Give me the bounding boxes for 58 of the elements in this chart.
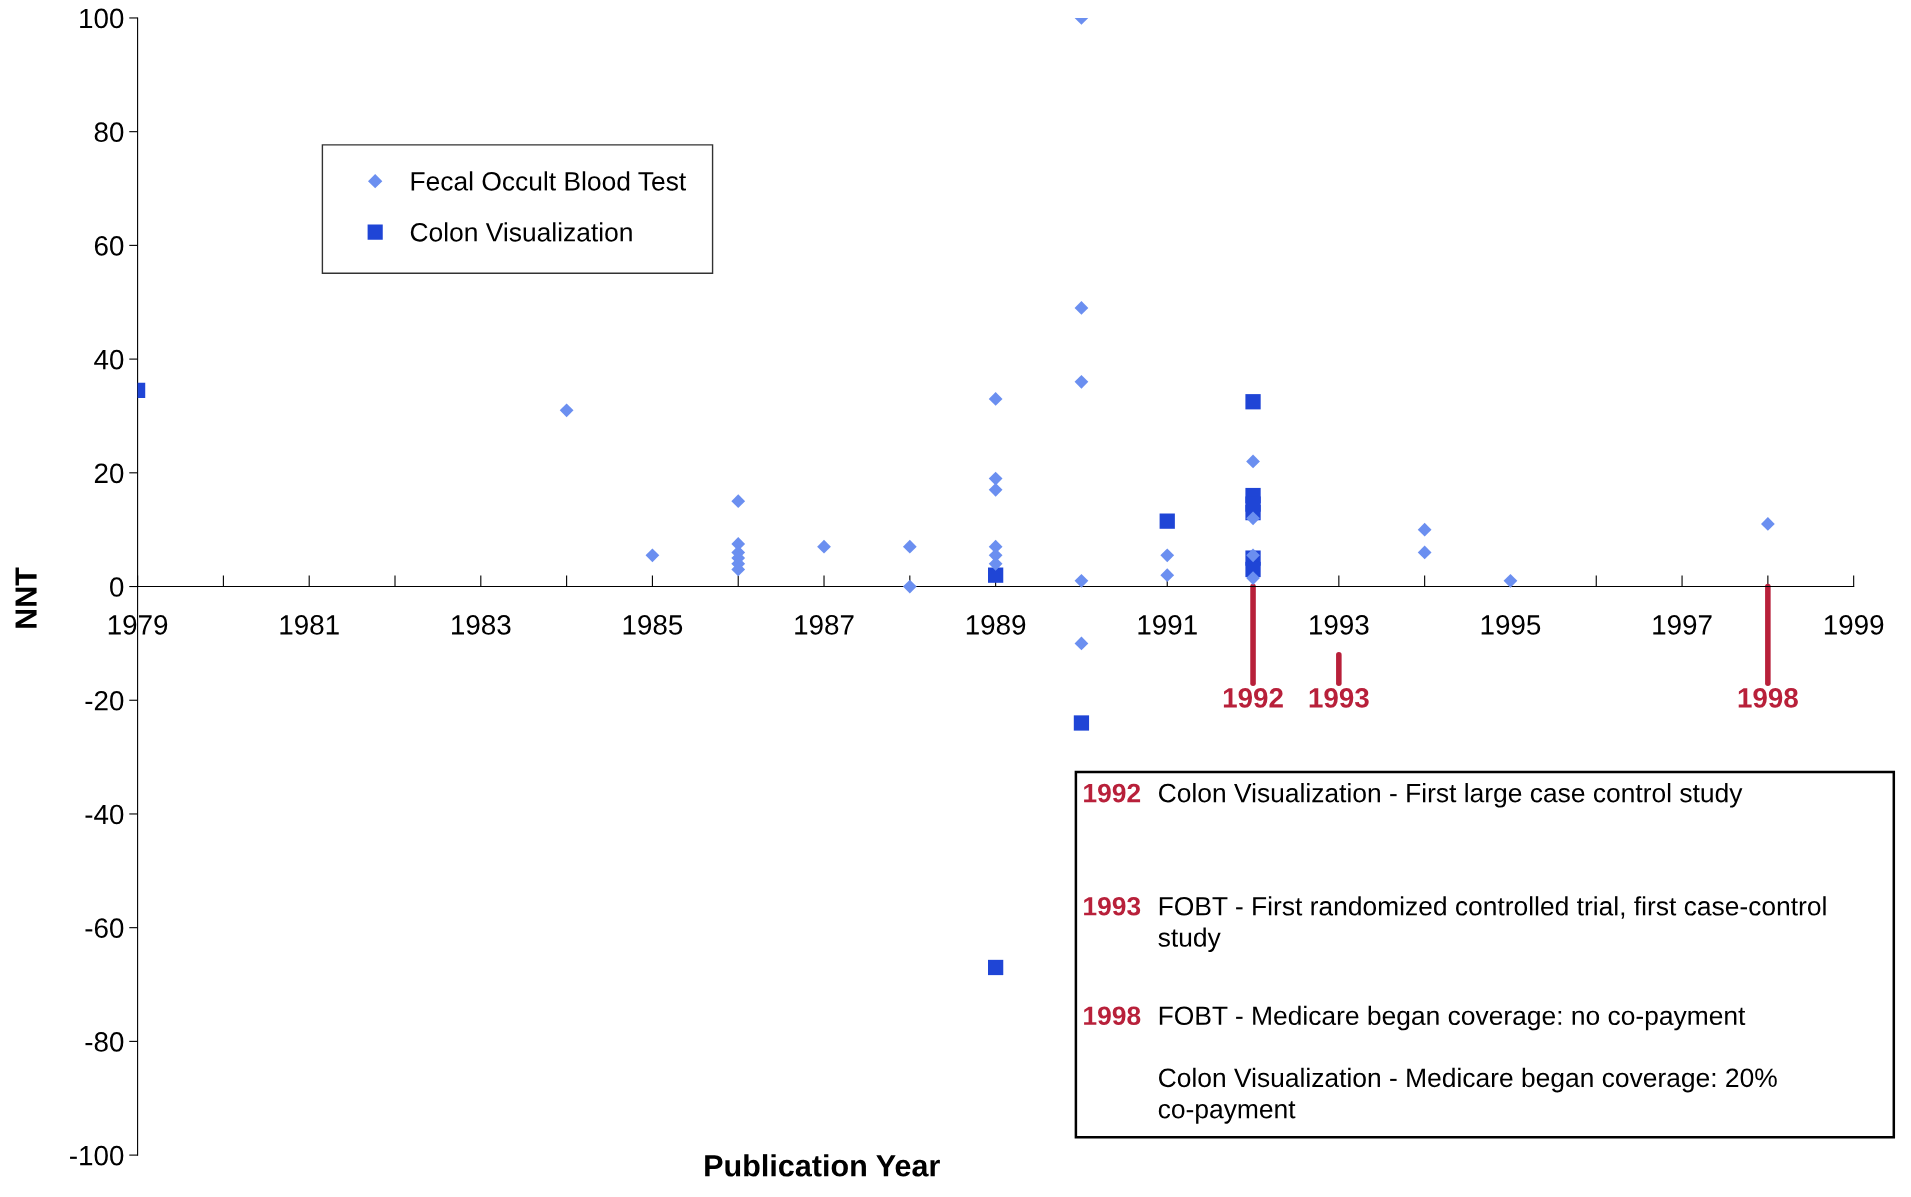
x-tick-label: 1983 xyxy=(452,615,511,635)
legend-label: Fecal Occult Blood Test xyxy=(411,171,687,191)
point xyxy=(1417,522,1432,537)
y-tick-label: -40 xyxy=(85,804,124,825)
point xyxy=(1160,568,1175,583)
ref-line-label: 1998 xyxy=(1738,688,1798,708)
legend-label: Colon Visualization xyxy=(410,222,632,242)
y-tick-label: 100 xyxy=(80,8,124,29)
point xyxy=(1159,513,1175,529)
point xyxy=(987,959,1004,976)
y-tick-label: -20 xyxy=(85,690,124,711)
annotation: 1998 FOBT - Medicare began coverage: no co-payment xyxy=(1084,1005,1746,1031)
y-tick-label: -100 xyxy=(70,1145,124,1166)
y-tick-label: 40 xyxy=(94,349,124,370)
point xyxy=(1074,301,1089,315)
y-tick-label: -80 xyxy=(85,1032,124,1052)
annotation: Colon Visualization - Medicare began coverage: 20% co-payment xyxy=(1158,1067,1777,1124)
point xyxy=(645,548,660,563)
x-tick-label: 1981 xyxy=(280,615,339,635)
annotation: 1993 FOBT - First randomized controlled trial, first case-control study xyxy=(1084,896,1826,953)
y-tick-label: -60 xyxy=(85,918,124,939)
point xyxy=(902,579,917,594)
point xyxy=(1246,511,1260,526)
y-tick-label: 60 xyxy=(94,236,124,256)
annotation: 1992 Colon Visualization - First large case control study xyxy=(1084,783,1743,808)
point xyxy=(1073,715,1090,731)
y-axis-title: NNT xyxy=(15,567,37,628)
x-tick-label: 1985 xyxy=(623,615,683,635)
x-tick-label: 1991 xyxy=(1138,615,1197,635)
x-tick-label: 1993 xyxy=(1310,615,1369,635)
point xyxy=(731,494,746,509)
point xyxy=(1074,374,1089,389)
x-tick-label: 1999 xyxy=(1824,615,1884,635)
point xyxy=(559,403,574,418)
x-axis-title: Publication Year xyxy=(705,1154,940,1177)
point xyxy=(988,483,1003,497)
point xyxy=(902,539,917,554)
point xyxy=(988,471,1003,486)
point xyxy=(1417,545,1432,560)
x-tick-label: 1989 xyxy=(966,615,1026,635)
y-tick-label: 20 xyxy=(94,463,124,484)
x-tick-label: 1995 xyxy=(1481,615,1541,635)
point xyxy=(1074,573,1089,588)
point xyxy=(987,567,1004,583)
point xyxy=(1074,636,1089,651)
x-tick-label: 1997 xyxy=(1653,615,1712,635)
point xyxy=(1246,454,1260,469)
y-tick-label: 80 xyxy=(94,122,124,143)
x-tick-label: 1987 xyxy=(795,615,854,635)
point xyxy=(1503,573,1518,588)
point xyxy=(1160,548,1175,563)
point xyxy=(1245,394,1261,410)
ref-line-label: 1992 xyxy=(1223,688,1283,708)
point xyxy=(817,539,831,554)
ref-line-label: 1993 xyxy=(1309,688,1369,708)
point xyxy=(1760,517,1775,531)
point xyxy=(988,392,1003,406)
y-tick-label: 0 xyxy=(110,577,124,597)
